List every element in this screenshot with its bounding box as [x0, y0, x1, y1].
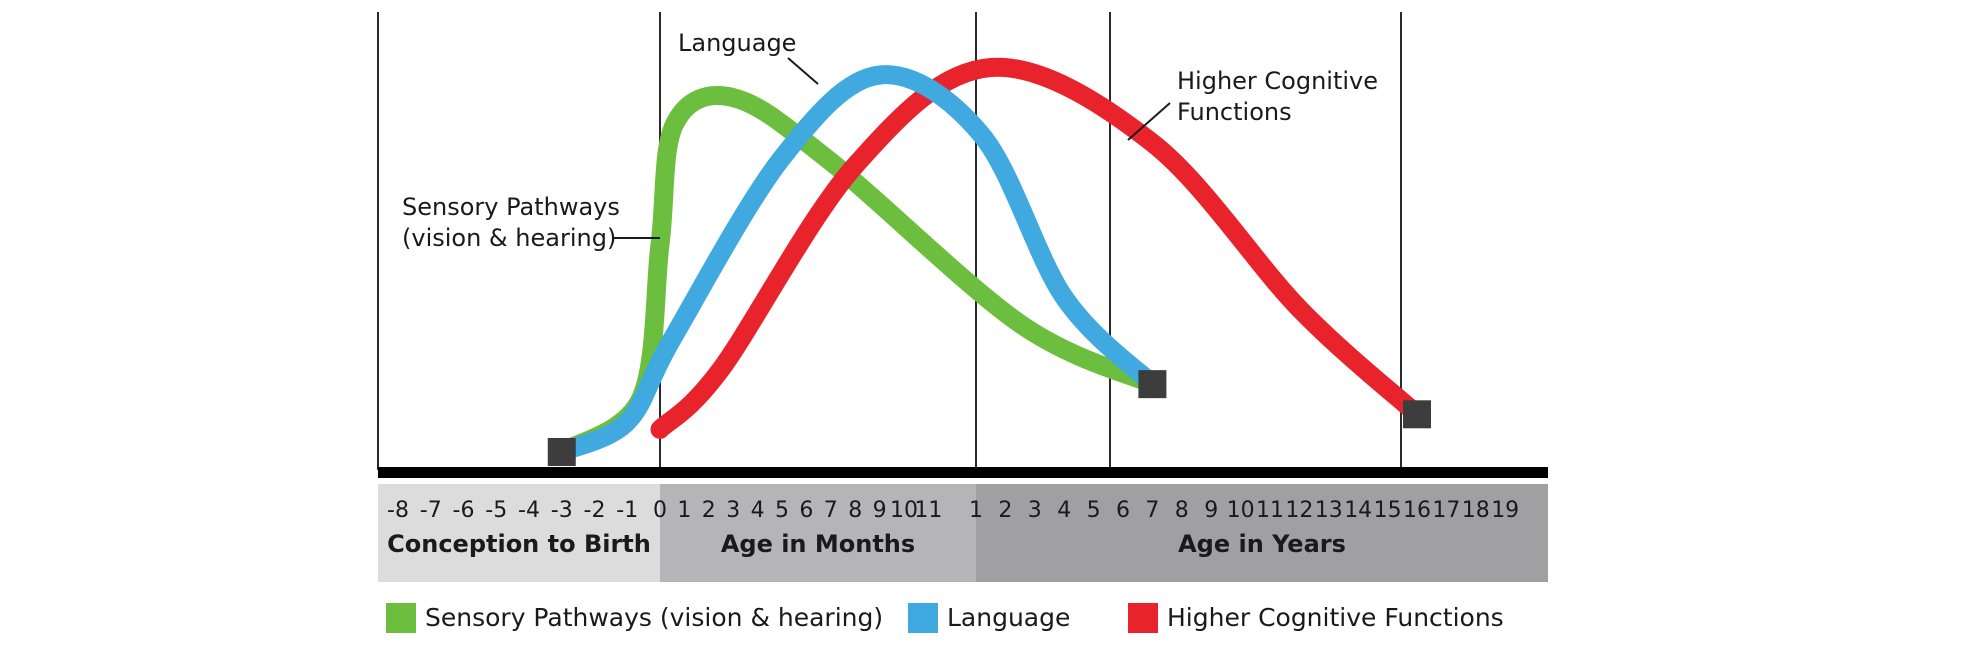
series-line-language	[552, 65, 1162, 462]
x-tick-year-9: 9	[1204, 498, 1218, 523]
x-tick-month-10: 10	[890, 498, 918, 523]
endpoint-markers	[547, 370, 1431, 466]
legend-swatch-language	[908, 603, 938, 633]
x-tick-year-4: 4	[1057, 498, 1071, 523]
band-months	[660, 484, 976, 582]
x-tick-month-8: 8	[848, 498, 862, 523]
x-tick-year-19: 19	[1491, 498, 1519, 523]
annotations: Language Sensory Pathways (vision & hear…	[402, 29, 1378, 252]
x-tick-year-15: 15	[1374, 498, 1402, 523]
x-tick-prenatal--2: -2	[584, 498, 606, 523]
x-tick-year-8: 8	[1175, 498, 1189, 523]
legend-label-sensory: Sensory Pathways (vision & hearing)	[425, 603, 883, 632]
x-tick-prenatal--3: -3	[551, 498, 573, 523]
endpoint-marker-0	[547, 438, 576, 466]
x-axis	[378, 467, 1548, 478]
x-tick-year-7: 7	[1145, 498, 1159, 523]
annotation-cognitive-line2: Functions	[1177, 98, 1292, 126]
band-label-years: Age in Years	[1178, 530, 1346, 558]
series-line-higher-cognitive-functions	[650, 57, 1427, 439]
x-tick-year-2: 2	[998, 498, 1012, 523]
series-lines	[552, 57, 1427, 462]
x-tick-prenatal--7: -7	[420, 498, 442, 523]
x-tick-year-14: 14	[1344, 498, 1372, 523]
x-tick-prenatal--1: -1	[616, 498, 638, 523]
x-tick-month-4: 4	[751, 498, 765, 523]
endpoint-marker-1	[1138, 370, 1167, 399]
endpoint-marker-2	[1403, 400, 1431, 429]
x-tick-year-6: 6	[1116, 498, 1130, 523]
x-axis-line	[378, 467, 1548, 478]
annotation-language-leader	[787, 57, 819, 85]
x-tick-month-0: 0	[653, 498, 667, 523]
legend: Sensory Pathways (vision & hearing) Lang…	[386, 603, 1504, 633]
legend-swatch-cognitive	[1128, 603, 1158, 633]
x-tick-year-18: 18	[1462, 498, 1490, 523]
annotation-language: Language	[678, 29, 796, 57]
legend-item-cognitive: Higher Cognitive Functions	[1128, 603, 1504, 633]
legend-item-language: Language	[908, 603, 1070, 633]
band-years	[976, 484, 1548, 582]
x-tick-month-9: 9	[873, 498, 887, 523]
x-tick-year-10: 10	[1227, 498, 1255, 523]
x-tick-year-16: 16	[1403, 498, 1431, 523]
x-tick-month-5: 5	[775, 498, 789, 523]
x-tick-year-1: 1	[969, 498, 983, 523]
x-tick-month-11: 11	[914, 498, 942, 523]
age-bands: Conception to Birth Age in Months Age in Y…	[378, 484, 1548, 582]
band-label-prenatal: Conception to Birth	[387, 530, 651, 558]
legend-label-language: Language	[947, 603, 1070, 632]
band-prenatal	[378, 484, 660, 582]
x-tick-month-2: 2	[702, 498, 716, 523]
x-tick-prenatal--6: -6	[453, 498, 475, 523]
series-higher-cognitive-functions	[650, 57, 1427, 439]
x-tick-year-17: 17	[1432, 498, 1460, 523]
band-label-months: Age in Months	[721, 530, 915, 558]
x-tick-prenatal--5: -5	[485, 498, 507, 523]
x-tick-month-6: 6	[799, 498, 813, 523]
x-tick-year-3: 3	[1028, 498, 1042, 523]
x-tick-year-5: 5	[1087, 498, 1101, 523]
legend-swatch-sensory	[386, 603, 416, 633]
legend-label-cognitive: Higher Cognitive Functions	[1167, 603, 1504, 632]
legend-item-sensory: Sensory Pathways (vision & hearing)	[386, 603, 883, 633]
x-tick-year-13: 13	[1315, 498, 1343, 523]
x-tick-year-12: 12	[1285, 498, 1313, 523]
x-tick-month-1: 1	[677, 498, 691, 523]
annotation-cognitive-leader	[1127, 102, 1171, 141]
x-tick-prenatal--4: -4	[518, 498, 540, 523]
series-language	[552, 65, 1162, 462]
x-tick-month-7: 7	[824, 498, 838, 523]
x-tick-month-3: 3	[726, 498, 740, 523]
annotation-sensory-line1: Sensory Pathways	[402, 193, 620, 221]
annotation-cognitive-line1: Higher Cognitive	[1177, 67, 1378, 95]
x-tick-year-11: 11	[1256, 498, 1284, 523]
x-tick-prenatal--8: -8	[387, 498, 409, 523]
annotation-sensory-line2: (vision & hearing)	[402, 224, 616, 252]
